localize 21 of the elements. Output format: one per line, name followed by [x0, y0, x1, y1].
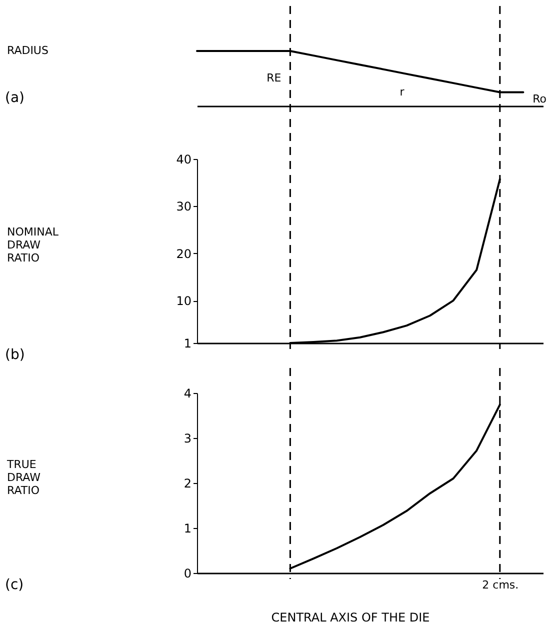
y-axis-title: RADIUS: [7, 44, 48, 57]
y-tick-label: 1: [184, 336, 192, 350]
y-tick-label: 40: [176, 152, 192, 166]
y-tick-label: 1: [184, 522, 192, 536]
annotation: RE: [266, 72, 282, 84]
y-tick-label: 0: [184, 566, 192, 580]
y-tick-label: 3: [184, 432, 192, 446]
y-tick-label: 20: [176, 246, 192, 261]
y-tick-label: 4: [184, 386, 192, 400]
x-tick-label: 2 cms.: [482, 578, 519, 592]
annotation: Ro: [532, 92, 547, 106]
annotation: r: [400, 85, 405, 98]
y-tick-label: 10: [176, 294, 192, 308]
y-tick-label: 30: [176, 200, 192, 214]
y-axis-title: NOMINAL DRAW RATIO: [7, 226, 60, 265]
y-tick-label: 2: [184, 476, 192, 490]
text: (c): [5, 577, 24, 593]
x-axis-title: CENTRAL AXIS OF THE DIE: [271, 610, 430, 624]
y-axis-title: TRUE DRAW RATIO: [6, 458, 41, 497]
text: (a): [5, 90, 25, 106]
text: (b): [5, 347, 25, 363]
